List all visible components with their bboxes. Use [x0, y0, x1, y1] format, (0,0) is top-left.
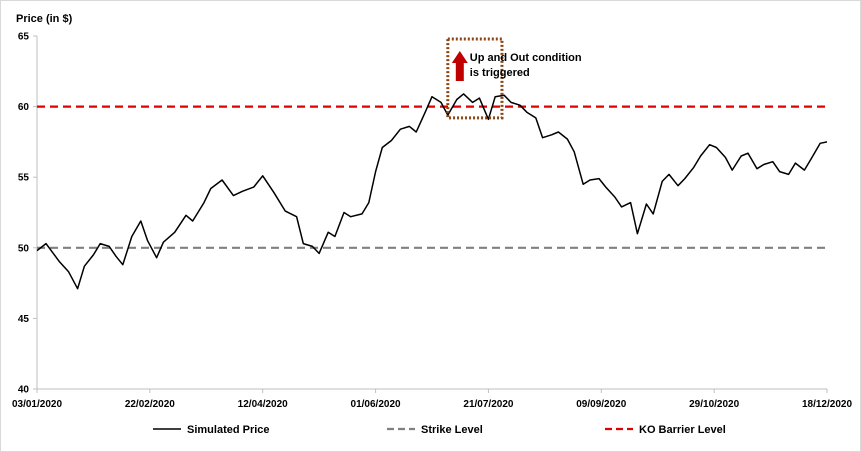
- x-tick-label: 12/04/2020: [238, 399, 288, 410]
- y-axis-title: Price (in $): [16, 13, 73, 25]
- x-tick-label: 01/06/2020: [351, 399, 401, 410]
- legend-label-ko-barrier-level: KO Barrier Level: [639, 424, 726, 436]
- plot-area: [36, 93, 828, 290]
- x-tick-label: 22/02/2020: [125, 399, 175, 410]
- y-tick-label: 65: [18, 32, 30, 43]
- y-tick-label: 55: [18, 173, 30, 184]
- x-tick-label: 18/12/2020: [802, 399, 852, 410]
- x-tick-label: 09/09/2020: [576, 399, 626, 410]
- x-tick-label: 03/01/2020: [12, 399, 62, 410]
- up-arrow-icon: [451, 51, 468, 81]
- legend: Simulated Price Strike Level KO Barrier Le…: [153, 424, 726, 436]
- y-tick-label: 50: [18, 243, 30, 254]
- x-tick-label: 29/10/2020: [689, 399, 739, 410]
- y-tick-label: 60: [18, 102, 30, 113]
- annotation-box: [446, 37, 504, 120]
- x-tick-label: 21/07/2020: [463, 399, 513, 410]
- y-tick-label: 40: [18, 385, 30, 396]
- annotation-text-line: is triggered: [470, 67, 530, 79]
- legend-label-strike-level: Strike Level: [421, 424, 483, 436]
- simulated-price-line: [36, 93, 828, 290]
- axes: Price (in $) 40 45 50 55 60 65 03/01/2020 22/02/…: [12, 13, 852, 410]
- annotation-text-line: Up and Out condition: [470, 52, 582, 64]
- annotation: Up and Out condition is triggered: [446, 37, 582, 120]
- legend-label-simulated-price: Simulated Price: [187, 424, 270, 436]
- y-tick-label: 45: [18, 314, 30, 325]
